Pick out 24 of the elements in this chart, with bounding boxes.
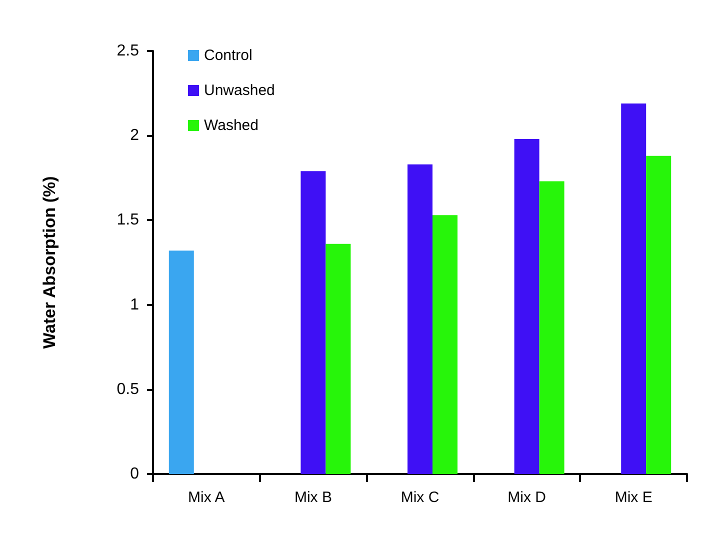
bar bbox=[300, 171, 326, 474]
bar bbox=[514, 138, 540, 474]
y-tick-label: 2 bbox=[130, 127, 140, 144]
y-tick-label: 1 bbox=[130, 296, 140, 314]
bar bbox=[408, 164, 432, 474]
bar bbox=[539, 181, 564, 474]
y-tick-label: 0 bbox=[130, 466, 140, 482]
y-tick-label: 2.5 bbox=[116, 42, 140, 60]
x-tick-label: Mix D bbox=[508, 489, 546, 506]
bar bbox=[168, 250, 194, 474]
y-tick-label: 0.5 bbox=[116, 380, 140, 398]
legend-label: Unwashed bbox=[204, 82, 275, 99]
bar bbox=[326, 244, 351, 474]
bar bbox=[621, 103, 646, 474]
x-tick-label: Mix C bbox=[400, 489, 440, 506]
legend-label: Control bbox=[204, 47, 252, 64]
bar bbox=[432, 215, 458, 474]
bar bbox=[646, 156, 672, 474]
x-tick-label: Mix E bbox=[614, 489, 652, 506]
y-axis-title: Water Absorption (%) bbox=[40, 176, 59, 349]
x-tick-label: Mix A bbox=[188, 489, 225, 506]
y-tick-label: 1.5 bbox=[116, 212, 140, 229]
legend-label: Washed bbox=[204, 117, 258, 134]
x-tick-label: Mix B bbox=[294, 489, 332, 506]
